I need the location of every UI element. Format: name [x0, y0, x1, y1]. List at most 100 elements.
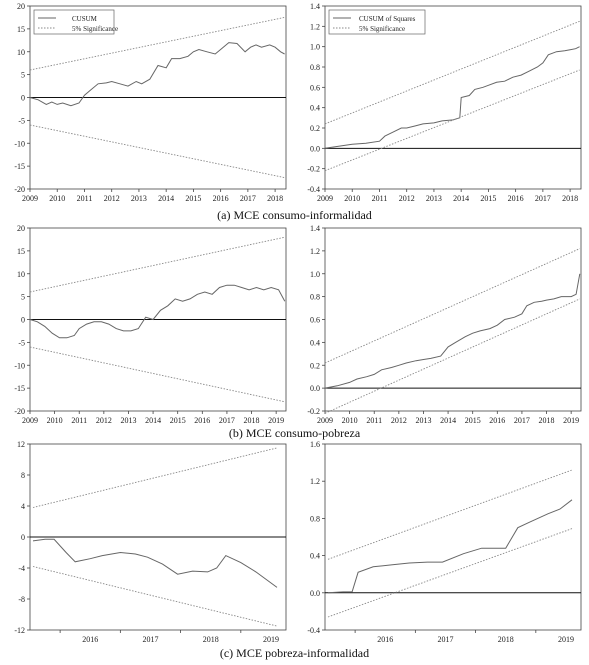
x-tick-label: 2011: [77, 194, 93, 203]
x-tick-label: 2016: [508, 194, 524, 203]
significance-band-line: [327, 528, 573, 618]
y-tick-label: -0.2: [307, 407, 320, 416]
chart-a-cusum-squares: -0.4 -0.2 0.0 0.2 0.4 0.6 0.8 1.0 1.2 1.4 2009 2010…: [307, 2, 582, 203]
y-tick-label: 0.4: [310, 552, 320, 561]
y-tick-label: 1.4: [310, 224, 320, 233]
x-tick-label: 2011: [372, 194, 388, 203]
legend: CUSUM of Squares 5% Significance: [328, 9, 426, 35]
legend-label: 5% Significance: [359, 25, 405, 33]
y-tick-label: 4: [21, 502, 25, 511]
y-tick-label: 5: [21, 293, 25, 302]
caption-c: (c) MCE pobreza-informalidad: [219, 646, 370, 660]
y-tick-label: 0.2: [310, 124, 320, 133]
significance-band-line: [32, 447, 278, 508]
x-tick-label: 2016: [489, 416, 505, 425]
y-tick-label: 0.6: [310, 83, 320, 92]
y-tick-label: 10: [17, 48, 25, 57]
caption-a: (a) MCE consumo-informalidad: [217, 208, 372, 222]
x-tick-label: 2010: [344, 194, 360, 203]
y-tick-label: -20: [14, 185, 25, 194]
x-tick-label: 2009: [22, 416, 38, 425]
y-tick-label: -20: [14, 407, 25, 416]
plot-frame: [324, 5, 582, 190]
significance-band-line: [29, 236, 285, 293]
y-tick-label: 0.4: [310, 104, 320, 113]
x-tick-label: 2015: [480, 194, 496, 203]
significance-band-line: [324, 69, 580, 172]
x-tick-label: 2009: [317, 194, 333, 203]
x-tick-label: 2012: [104, 194, 120, 203]
x-tick-label: 2018: [267, 194, 283, 203]
y-tick-label: 1.4: [310, 2, 320, 11]
x-tick-label: 2016: [82, 635, 98, 644]
x-tick-label: 2019: [563, 416, 579, 425]
y-tick-label: -12: [14, 626, 25, 635]
x-tick-label: 2019: [263, 635, 279, 644]
x-tick-label: 2015: [465, 416, 481, 425]
y-tick-label: 0.4: [310, 338, 320, 347]
y-tick-label: 12: [17, 440, 25, 449]
y-tick-label: 0: [21, 533, 25, 542]
significance-band-line: [29, 346, 285, 403]
chart-a-cusum: -20 -15 -10 -5 0 5 10 15 20 2009 2010 2011 2012 2013 2…: [14, 2, 287, 203]
x-tick-label: 2016: [377, 635, 393, 644]
chart-c-cusum: -12 -8 -4 0 4 8 12 2016 2017 2018 2019: [14, 440, 287, 644]
significance-band-line: [324, 298, 580, 414]
x-tick-label: 2013: [415, 416, 431, 425]
y-tick-label: 1.6: [310, 440, 320, 449]
x-tick-label: 2014: [453, 194, 469, 203]
legend: CUSUM 5% Significance: [33, 9, 118, 35]
x-tick-label: 2019: [558, 635, 574, 644]
series-line: [29, 284, 286, 339]
x-tick-label: 2015: [170, 416, 186, 425]
y-tick-label: 0: [21, 316, 25, 325]
y-tick-label: 15: [17, 247, 25, 256]
y-tick-label: -15: [14, 162, 25, 171]
significance-band-line: [324, 20, 580, 125]
x-tick-label: 2013: [131, 194, 147, 203]
y-tick-label: -0.4: [307, 185, 320, 194]
x-tick-label: 2014: [145, 416, 161, 425]
x-tick-label: 2010: [342, 416, 358, 425]
chart-b-cusum-squares: -0.2 0.0 0.2 0.4 0.6 0.8 1.0 1.2 1.4 2009 2010 2011…: [307, 224, 582, 425]
series-line: [29, 42, 285, 107]
x-tick-label: 2009: [317, 416, 333, 425]
y-tick-label: 20: [17, 2, 25, 11]
y-tick-label: -8: [18, 595, 25, 604]
plot-frame: [324, 227, 582, 412]
y-tick-label: 15: [17, 25, 25, 34]
chart-b-cusum: -20 -15 -10 -5 0 5 10 15 20 2009 2010 2011 2012 2013 2…: [14, 224, 287, 425]
y-tick-label: 0.8: [310, 63, 320, 72]
y-tick-label: 5: [21, 71, 25, 80]
x-tick-label: 2013: [426, 194, 442, 203]
y-tick-label: -10: [14, 361, 25, 370]
x-tick-label: 2018: [498, 635, 514, 644]
legend-label: CUSUM: [72, 15, 98, 23]
y-tick-label: 8: [21, 471, 25, 480]
y-tick-label: 20: [17, 224, 25, 233]
x-tick-label: 2013: [120, 416, 136, 425]
x-tick-label: 2011: [71, 416, 87, 425]
x-tick-label: 2012: [96, 416, 112, 425]
series-line: [32, 538, 278, 588]
significance-band-line: [29, 124, 285, 179]
legend-label: 5% Significance: [72, 25, 118, 33]
y-tick-label: 1.0: [310, 43, 320, 52]
series-line: [324, 273, 581, 389]
x-tick-label: 2016: [213, 194, 229, 203]
significance-band-line: [324, 248, 580, 364]
x-tick-label: 2017: [142, 635, 158, 644]
x-tick-label: 2017: [437, 635, 453, 644]
legend-label: CUSUM of Squares: [359, 15, 416, 23]
x-tick-label: 2012: [399, 194, 415, 203]
y-tick-label: -15: [14, 384, 25, 393]
y-tick-label: 0.0: [310, 384, 320, 393]
x-tick-label: 2018: [244, 416, 260, 425]
y-tick-label: -0.2: [307, 165, 320, 174]
series-line: [327, 499, 573, 594]
x-tick-label: 2018: [203, 635, 219, 644]
significance-band-line: [29, 16, 285, 71]
x-tick-label: 2017: [219, 416, 235, 425]
y-tick-label: 1.2: [310, 247, 320, 256]
y-tick-label: 1.2: [310, 477, 320, 486]
